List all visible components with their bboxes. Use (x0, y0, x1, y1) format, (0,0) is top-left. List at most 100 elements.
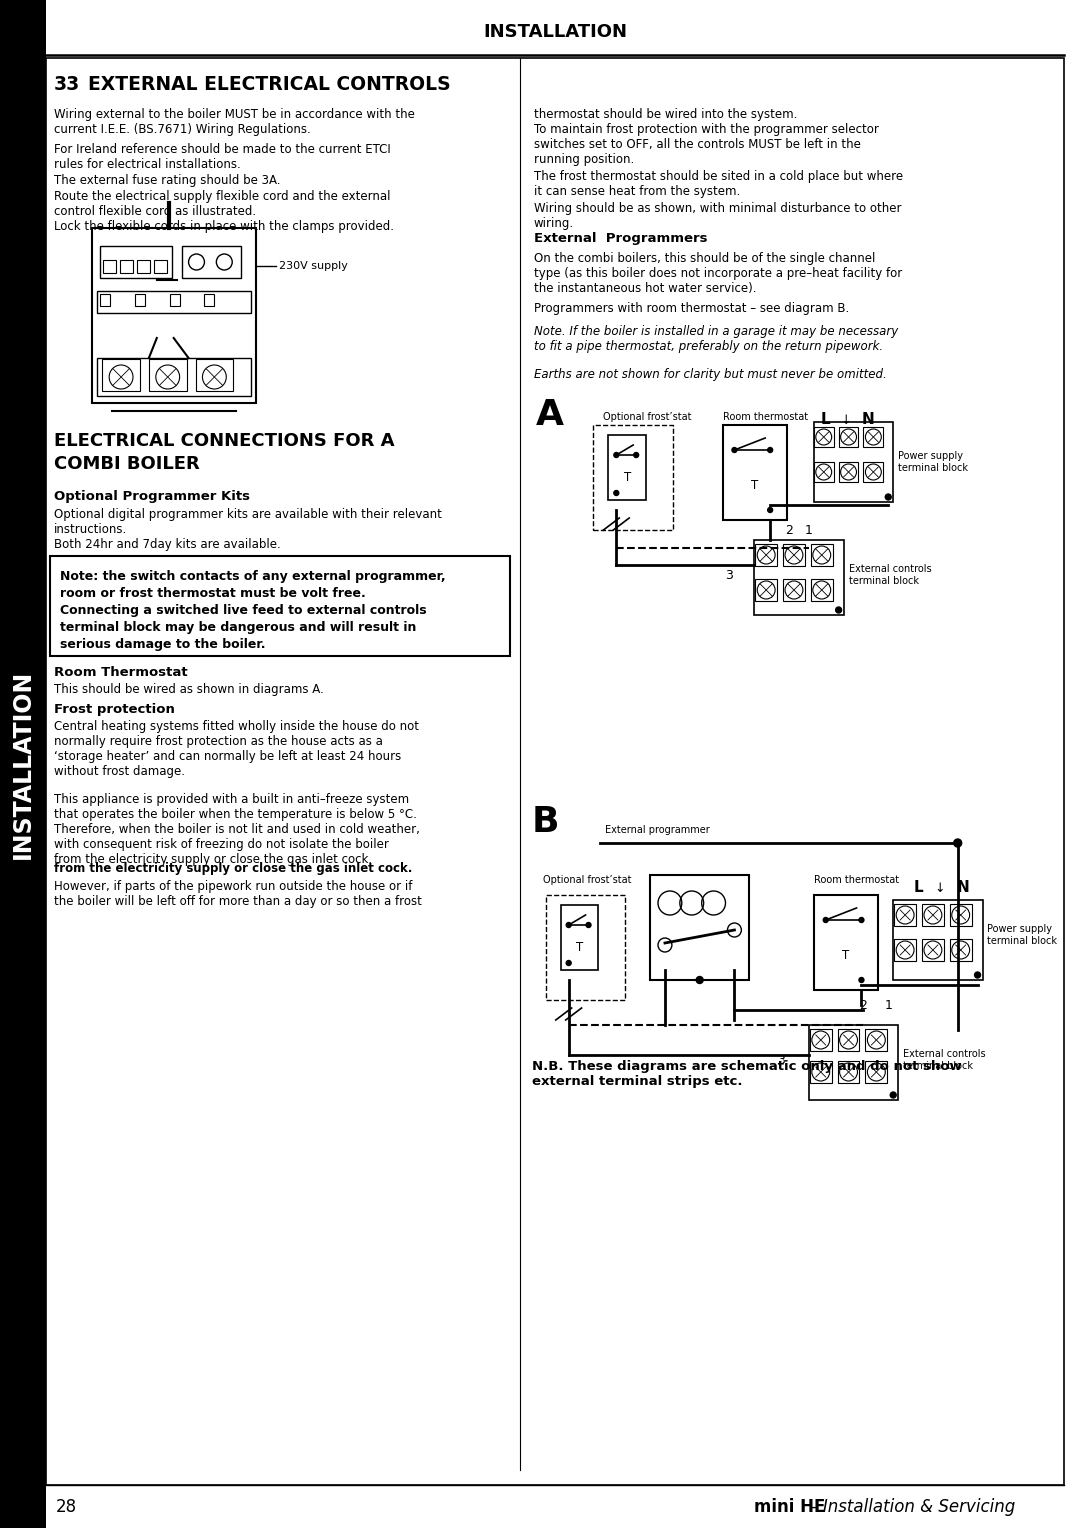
Text: 3: 3 (778, 1053, 785, 1067)
Text: Both 24hr and 7day kits are available.: Both 24hr and 7day kits are available. (54, 538, 281, 552)
Circle shape (890, 1093, 896, 1099)
Text: Wiring external to the boiler MUST be in accordance with the
current I.E.E. (BS.: Wiring external to the boiler MUST be in… (54, 108, 415, 136)
Text: – Installation & Servicing: – Installation & Servicing (804, 1497, 1015, 1516)
Bar (922, 905, 944, 926)
Text: The external fuse rating should be 3A.: The external fuse rating should be 3A. (54, 174, 280, 186)
Text: L: L (821, 413, 831, 426)
Text: Power supply
terminal block: Power supply terminal block (899, 451, 968, 472)
Circle shape (768, 448, 772, 452)
Bar (922, 940, 944, 961)
Bar (120, 260, 133, 274)
Text: The frost thermostat should be sited in a cold place but where
it can sense heat: The frost thermostat should be sited in … (534, 170, 903, 199)
Circle shape (954, 839, 961, 847)
Bar (783, 544, 805, 565)
Circle shape (768, 507, 772, 512)
Text: However, if parts of the pipework run outside the house or if
the boiler will be: However, if parts of the pipework run ou… (54, 880, 421, 908)
Text: Route the electrical supply flexible cord and the external
control flexible cord: Route the electrical supply flexible cor… (54, 189, 393, 232)
Text: Connecting a switched live feed to external controls: Connecting a switched live feed to exter… (59, 604, 427, 617)
Text: 3: 3 (726, 568, 733, 582)
Text: COMBI BOILER: COMBI BOILER (54, 455, 200, 474)
Bar (92, 228, 256, 403)
Text: N: N (956, 880, 969, 895)
Text: Programmers with room thermostat – see diagram B.: Programmers with room thermostat – see d… (534, 303, 849, 315)
Bar (0, 0, 45, 1528)
Bar (810, 1028, 832, 1051)
Bar (863, 426, 883, 448)
Text: External programmer: External programmer (606, 825, 711, 834)
Bar (135, 293, 145, 306)
Text: T: T (751, 478, 758, 492)
Circle shape (613, 490, 619, 495)
Text: terminal block may be dangerous and will result in: terminal block may be dangerous and will… (59, 620, 416, 634)
Circle shape (566, 961, 571, 966)
Text: On the combi boilers, this should be of the single channel
type (as this boiler : On the combi boilers, this should be of … (534, 252, 902, 295)
Text: T: T (623, 471, 631, 483)
Text: Room thermostat: Room thermostat (723, 413, 808, 422)
Bar (195, 359, 233, 391)
Text: ↓: ↓ (840, 414, 851, 426)
Text: 2: 2 (860, 998, 867, 1012)
Text: Optional Programmer Kits: Optional Programmer Kits (54, 490, 249, 503)
Circle shape (836, 607, 841, 613)
Text: Room Thermostat: Room Thermostat (54, 666, 187, 678)
Text: 230V supply: 230V supply (279, 261, 348, 270)
Bar (949, 940, 972, 961)
Text: T: T (576, 941, 583, 953)
Bar (104, 260, 117, 274)
Text: T: T (842, 949, 849, 961)
Text: To maintain frost protection with the programmer selector
switches set to OFF, a: To maintain frost protection with the pr… (534, 122, 879, 167)
Text: Frost protection: Frost protection (54, 703, 175, 717)
Bar (810, 1060, 832, 1083)
Text: Optional frost’stat: Optional frost’stat (604, 413, 692, 422)
Bar (97, 290, 251, 313)
Text: N: N (862, 413, 875, 426)
Circle shape (634, 452, 638, 457)
Bar (137, 260, 150, 274)
Bar (809, 1025, 899, 1100)
Bar (863, 461, 883, 481)
Circle shape (613, 452, 619, 457)
Bar (561, 905, 598, 970)
Bar (894, 940, 916, 961)
Text: ELECTRICAL CONNECTIONS FOR A: ELECTRICAL CONNECTIONS FOR A (54, 432, 394, 451)
Bar (723, 425, 787, 520)
Bar (838, 1028, 860, 1051)
Circle shape (859, 978, 864, 983)
Text: 1: 1 (805, 524, 813, 536)
Text: For Ireland reference should be made to the current ETCI
rules for electrical in: For Ireland reference should be made to … (54, 144, 390, 171)
Bar (839, 461, 859, 481)
Bar (755, 544, 778, 565)
Circle shape (586, 923, 591, 927)
Text: N.B. These diagrams are schematic only and do not show
external terminal strips : N.B. These diagrams are schematic only a… (532, 1060, 961, 1088)
Bar (814, 422, 893, 503)
Bar (755, 579, 778, 601)
Circle shape (566, 923, 571, 927)
Text: This should be wired as shown in diagrams A.: This should be wired as shown in diagram… (54, 683, 323, 695)
Bar (838, 1060, 860, 1083)
Bar (949, 905, 972, 926)
Text: 2: 2 (785, 524, 793, 536)
Text: Wiring should be as shown, with minimal disturbance to other
wiring.: Wiring should be as shown, with minimal … (534, 202, 902, 231)
Text: B: B (532, 805, 559, 839)
Circle shape (823, 917, 828, 923)
Bar (594, 425, 673, 530)
Bar (149, 359, 187, 391)
Text: This appliance is provided with a built in anti–freeze system
that operates the : This appliance is provided with a built … (54, 793, 419, 866)
Circle shape (886, 494, 891, 500)
Bar (814, 895, 878, 990)
Bar (100, 246, 172, 278)
Bar (811, 579, 833, 601)
Bar (204, 293, 214, 306)
Bar (650, 876, 750, 979)
Text: mini HE: mini HE (754, 1497, 825, 1516)
Text: thermostat should be wired into the system.: thermostat should be wired into the syst… (534, 108, 797, 121)
Circle shape (974, 972, 981, 978)
Text: A: A (536, 397, 564, 432)
Text: Optional frost’stat: Optional frost’stat (543, 876, 632, 885)
Bar (865, 1060, 888, 1083)
Bar (811, 544, 833, 565)
Text: External  Programmers: External Programmers (534, 232, 707, 244)
Text: 33: 33 (54, 75, 80, 95)
Text: ↓: ↓ (934, 882, 945, 895)
Bar (545, 895, 625, 999)
